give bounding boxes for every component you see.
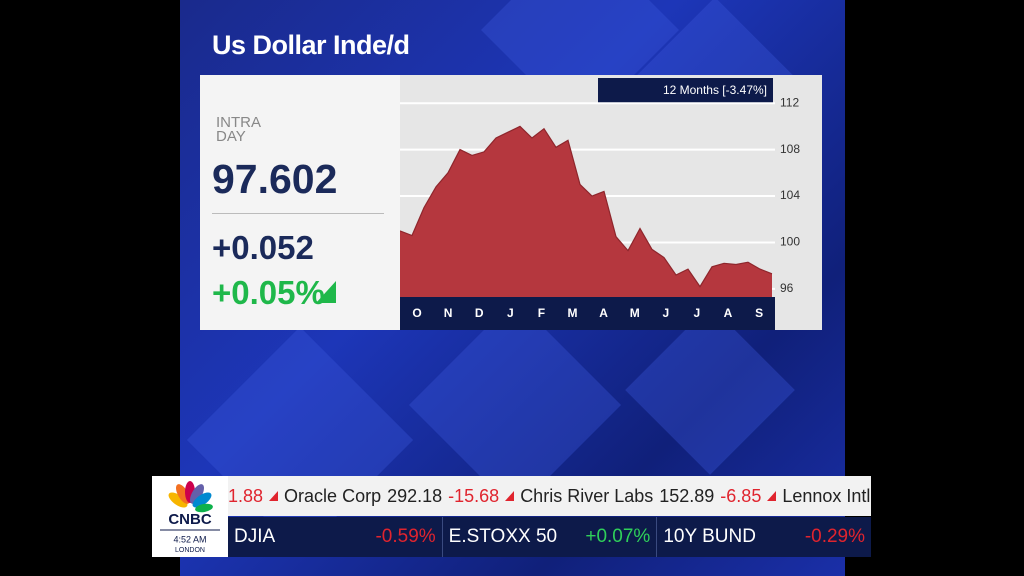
ticker-price: 152.89	[659, 485, 715, 506]
quote-label: INTRA	[216, 114, 261, 131]
index-change: -0.29%	[804, 526, 866, 547]
logo-city: LONDON	[175, 547, 205, 554]
quote-change: +0.052	[212, 229, 314, 266]
legend: 12 Months [-3.47%]	[663, 83, 767, 97]
logo: CNBC 4:52 AM LONDON	[152, 476, 228, 557]
index-name: DJIA	[234, 526, 276, 547]
up-arrow	[316, 281, 336, 303]
ticker-price: 292.18	[387, 485, 443, 506]
x-tick-label: J	[662, 306, 669, 320]
index-change: -0.59%	[375, 526, 436, 547]
index-cell: E.STOXX 50 +0.07%	[443, 517, 658, 557]
separator	[212, 213, 384, 214]
y-tick-label: 108	[780, 142, 800, 156]
line	[400, 125, 773, 288]
index-cell: 10Y BUND -0.29%	[657, 517, 871, 557]
logo-art: CNBC 4:52 AM LONDON	[160, 481, 220, 554]
x-tick-label: M	[630, 306, 640, 320]
logo-brand: CNBC	[168, 511, 211, 528]
logo-time: 4:52 AM	[173, 534, 206, 544]
index-cell: DJIA -0.59%	[228, 517, 443, 557]
index-name: E.STOXX 50	[448, 526, 558, 547]
index-change: +0.07%	[585, 526, 651, 547]
ticker-change: -6.85	[720, 485, 762, 506]
x-axis-strip	[400, 297, 775, 330]
y-tick-label: 104	[780, 188, 800, 202]
chart: 12 Months [-3.47%] 96 100 104 108 112 O N D J F M A…	[400, 75, 822, 330]
ticker-change: 1.88	[228, 485, 264, 506]
ticker-top: 1.88 Oracle Corp 292.18 -15.68 Chris Riv…	[228, 476, 871, 516]
index-name: 10Y BUND	[663, 526, 756, 547]
ticker-name: Oracle Corp	[284, 485, 382, 506]
x-tick-label: M	[568, 306, 578, 320]
x-tick-label: D	[475, 306, 484, 320]
x-tick-label: S	[755, 306, 763, 320]
ticker-name: Chris River Labs	[520, 485, 654, 506]
x-tick-label: N	[444, 306, 453, 320]
x-tick-label: F	[538, 306, 545, 320]
quote-price: 97.602	[212, 156, 338, 202]
ticker-change: -15.68	[448, 485, 500, 506]
quote-change-pct: +0.05%	[212, 274, 325, 311]
y-tick-label: 96	[780, 281, 794, 295]
ticker-name: Lennox Intl Inc	[782, 485, 871, 506]
quote-panel	[200, 75, 400, 330]
x-tick-label: O	[412, 306, 421, 320]
x-tick-label: J	[507, 306, 514, 320]
area	[400, 126, 772, 298]
y-tick-label: 112	[780, 95, 799, 109]
ticker-bottom: DJIA -0.59% E.STOXX 50 +0.07% 10Y BUND -0.2…	[228, 517, 871, 557]
x-tick-label: J	[694, 306, 701, 320]
x-tick-label: A	[599, 306, 608, 320]
quote-label: DAY	[216, 128, 246, 145]
x-tick-label: A	[724, 306, 733, 320]
legend-box	[598, 78, 773, 103]
y-tick-label: 100	[780, 235, 800, 249]
title: Us Dollar Inde/d	[212, 30, 410, 60]
